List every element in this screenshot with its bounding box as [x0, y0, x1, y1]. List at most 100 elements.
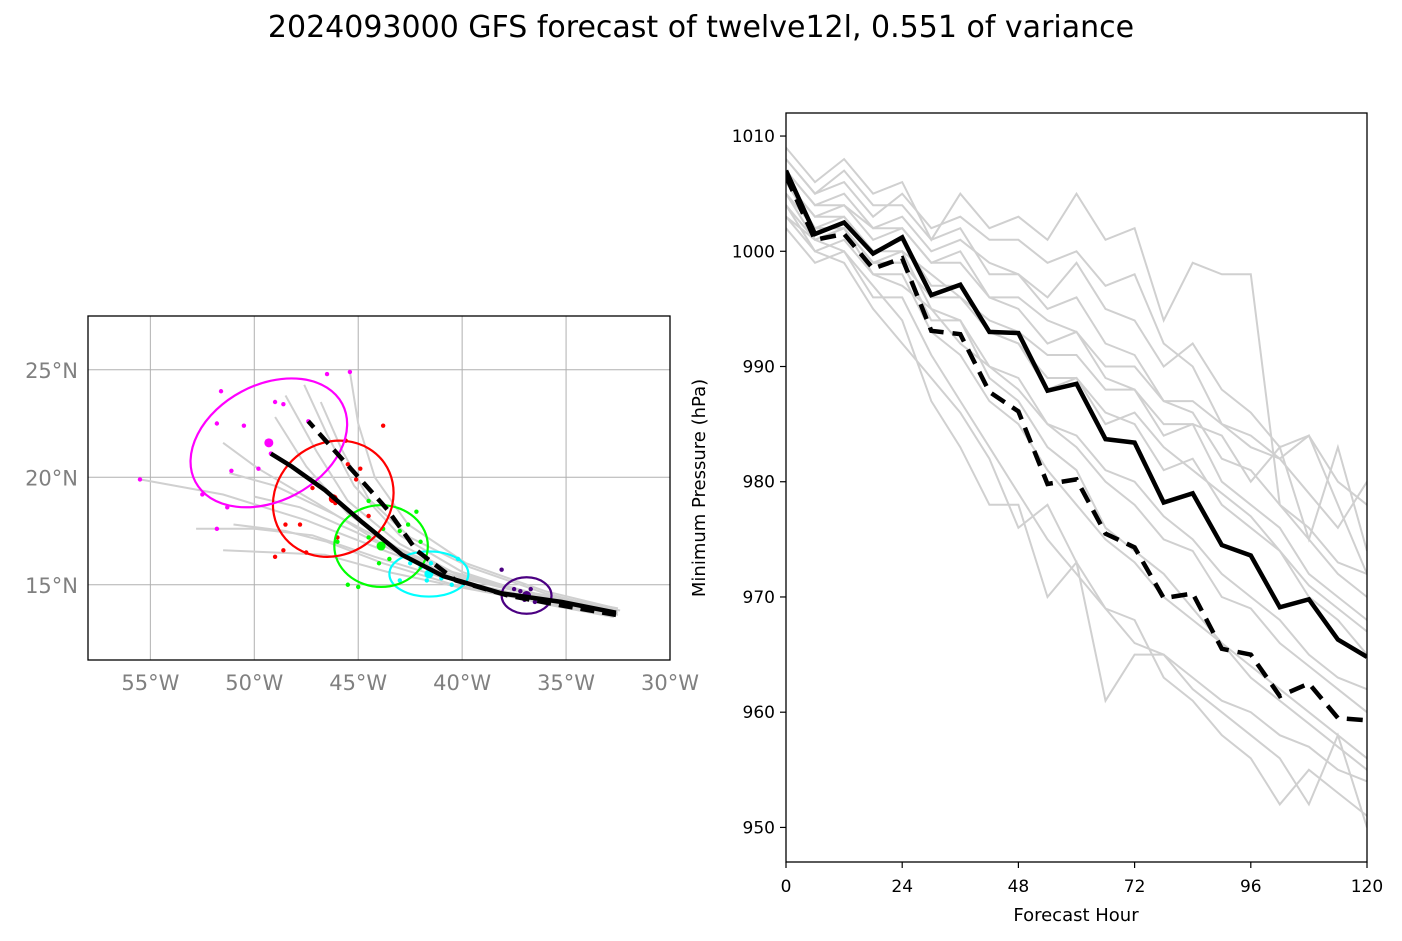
map-content — [137, 369, 621, 618]
track-point-day2 — [366, 498, 371, 504]
track-point-day3 — [281, 548, 286, 553]
track-point-day4 — [256, 466, 261, 471]
map-x-tick-label: 40°W — [433, 671, 491, 695]
track-point-day2 — [376, 561, 382, 566]
ellipse-center-day4 — [264, 438, 274, 448]
mean-pressure-line-dashed — [786, 175, 1367, 723]
uncertainty-ellipse-day4 — [189, 377, 349, 509]
pressure-y-tick-label: 950 — [743, 818, 775, 838]
track-point-day2 — [405, 522, 411, 527]
ensemble-pressure-line — [786, 215, 1367, 633]
track-point-day1 — [428, 561, 434, 566]
track-point-day3 — [380, 423, 386, 428]
pressure-x-tick-label: 72 — [1124, 877, 1146, 897]
track-point-day1 — [449, 582, 454, 587]
track-point-day2 — [335, 539, 340, 544]
track-point-day3 — [283, 522, 288, 527]
track-point-day2 — [345, 582, 351, 587]
ensemble-pressure-line — [786, 169, 1367, 575]
mean-pressure-line-solid — [786, 169, 1367, 659]
figure-title: 2024093000 GFS forecast of twelve12l, 0.… — [267, 10, 1135, 45]
pressure-y-tick-label: 1000 — [732, 242, 775, 262]
uncertainty-ellipse-day3 — [271, 439, 395, 558]
track-point-day4 — [214, 526, 220, 532]
map-x-tick-label: 35°W — [537, 671, 595, 695]
track-point-day4 — [272, 399, 278, 405]
track-point-day3 — [297, 522, 303, 527]
pressure-y-tick-label: 980 — [743, 473, 775, 493]
track-map-panel: 55°W 50°W 45°W 40°W 35°W 30°W 15°N 20°N 25°N — [25, 315, 699, 695]
track-point-day4 — [241, 423, 247, 428]
track-point-day2 — [356, 584, 361, 590]
pressure-panel: 0 24 48 72 96 120 950 960 970 980 990 1000 1010 Fore… — [689, 112, 1383, 926]
pressure-x-tick-label: 0 — [781, 877, 792, 897]
map-y-tick-label: 25°N — [25, 359, 78, 383]
ellipse-center-day2 — [376, 541, 386, 551]
pressure-x-tick-label: 24 — [891, 877, 913, 897]
ensemble-pressure-line — [786, 193, 1367, 828]
pressure-y-tick-label: 960 — [743, 703, 775, 723]
ensemble-pressure-line — [786, 158, 1367, 530]
track-point-day0 — [528, 586, 533, 592]
ensemble-track — [284, 395, 621, 612]
track-point-day2 — [366, 535, 371, 540]
track-point-day3 — [358, 466, 363, 471]
pressure-frame — [785, 112, 1368, 863]
track-point-day2 — [387, 556, 392, 562]
track-point-day0 — [518, 589, 523, 594]
track-point-day0 — [499, 567, 504, 572]
map-y-tick-label: 15°N — [25, 574, 78, 598]
ensemble-pressure-line — [786, 169, 1367, 598]
track-point-day2 — [418, 539, 423, 544]
map-x-tick-label: 50°W — [225, 671, 283, 695]
track-point-day4 — [281, 401, 286, 407]
track-point-day3 — [345, 462, 351, 467]
map-x-tick-label: 30°W — [641, 671, 699, 695]
pressure-lines — [786, 146, 1367, 828]
pressure-x-axis-label: Forecast Hour — [1013, 905, 1139, 926]
pressure-y-tick-label: 970 — [743, 588, 775, 608]
track-point-day4 — [229, 468, 234, 473]
track-point-day1 — [397, 578, 402, 583]
ensemble-pressure-line — [786, 158, 1367, 506]
map-frame — [87, 315, 671, 661]
ensemble-pressure-line — [786, 146, 1367, 575]
track-point-day2 — [397, 528, 402, 534]
track-point-day0 — [511, 586, 517, 592]
track-point-day3 — [272, 554, 278, 559]
track-point-day4 — [324, 371, 330, 377]
pressure-y-tick-label: 990 — [743, 358, 775, 378]
map-x-tick-label: 45°W — [329, 671, 387, 695]
pressure-y-axis-label: Minimum Pressure (hPa) — [689, 379, 710, 597]
ensemble-pressure-line — [786, 181, 1367, 621]
pressure-y-tick-label: 1010 — [732, 127, 775, 147]
pressure-tick-labels: 0 24 48 72 96 120 950 960 970 980 990 1000 1010 — [732, 127, 1383, 897]
track-point-day3 — [310, 485, 315, 491]
ensemble-pressure-line — [786, 181, 1367, 771]
track-point-day3 — [353, 477, 359, 482]
track-point-day4 — [214, 421, 220, 426]
track-point-day3 — [366, 513, 371, 519]
ensemble-pressure-line — [786, 193, 1367, 713]
ensemble-pressure-line — [786, 216, 1367, 760]
track-point-day1 — [407, 561, 413, 566]
ensemble-pressure-line — [786, 181, 1367, 552]
ensemble-pressure-line — [786, 204, 1367, 817]
pressure-x-tick-label: 120 — [1351, 877, 1383, 897]
track-point-day2 — [414, 509, 419, 514]
track-point-day4 — [218, 389, 224, 394]
track-point-day0 — [532, 599, 538, 605]
track-point-day4 — [347, 369, 353, 375]
map-tick-labels: 55°W 50°W 45°W 40°W 35°W 30°W 15°N 20°N 25°N — [25, 359, 699, 695]
map-x-tick-label: 55°W — [121, 671, 179, 695]
map-y-tick-label: 20°N — [25, 466, 78, 490]
pressure-x-tick-label: 48 — [1008, 877, 1030, 897]
mean-track-solid — [269, 451, 617, 615]
ensemble-pressure-line — [786, 204, 1367, 691]
mean-track-dashed — [306, 419, 617, 618]
track-point-day1 — [424, 578, 430, 583]
track-point-day4 — [137, 477, 143, 482]
pressure-x-tick-label: 96 — [1240, 877, 1262, 897]
uncertainty-ellipse-day1 — [388, 550, 470, 598]
